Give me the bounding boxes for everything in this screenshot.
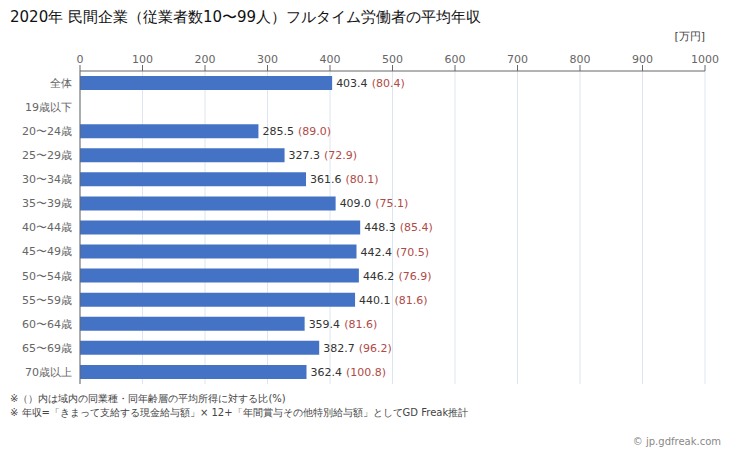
svg-text:285.5(89.0): 285.5(89.0) <box>262 125 331 138</box>
svg-text:403.4(80.4): 403.4(80.4) <box>336 77 405 90</box>
svg-text:600: 600 <box>445 53 466 66</box>
svg-text:327.3(72.9): 327.3(72.9) <box>289 149 358 162</box>
svg-text:500: 500 <box>382 53 403 66</box>
svg-text:19歳以下: 19歳以下 <box>25 101 72 114</box>
svg-text:40〜44歳: 40〜44歳 <box>22 221 72 234</box>
svg-text:359.4(81.6): 359.4(81.6) <box>309 317 378 330</box>
svg-text:60〜64歳: 60〜64歳 <box>22 318 72 331</box>
html-text:※（）内は域内の同業種・同年齢層の平均所得に対する比(%): ※（）内は域内の同業種・同年齢層の平均所得に対する比(%) <box>10 393 286 404</box>
svg-text:20〜24歳: 20〜24歳 <box>22 125 72 138</box>
svg-text:382.7(96.2): 382.7(96.2) <box>323 341 392 354</box>
svg-text:300: 300 <box>257 53 278 66</box>
svg-text:200: 200 <box>195 53 216 66</box>
html-text:© jp.gdfreak.com: © jp.gdfreak.com <box>632 436 721 447</box>
html-text:2020年 民間企業（従業者数10〜99人）フルタイム労働者: 2020年 民間企業（従業者数10〜99人）フルタイム労働者の平均年収 <box>10 8 482 26</box>
html-text:[万円]: [万円] <box>674 30 705 43</box>
svg-text:0: 0 <box>77 53 84 66</box>
svg-text:362.4(100.8): 362.4(100.8) <box>311 365 387 378</box>
svg-text:800: 800 <box>570 53 591 66</box>
svg-text:1000: 1000 <box>691 53 719 66</box>
svg-text:361.6(80.1): 361.6(80.1) <box>310 173 379 186</box>
svg-text:55〜59歳: 55〜59歳 <box>22 294 72 307</box>
svg-text:45〜49歳: 45〜49歳 <box>22 245 72 258</box>
svg-text:50〜54歳: 50〜54歳 <box>22 270 72 283</box>
svg-text:25〜29歳: 25〜29歳 <box>22 149 72 162</box>
svg-text:全体: 全体 <box>50 77 72 90</box>
svg-text:700: 700 <box>507 53 528 66</box>
svg-text:30〜34歳: 30〜34歳 <box>22 173 72 186</box>
svg-text:409.0(75.1): 409.0(75.1) <box>340 197 409 210</box>
svg-text:400: 400 <box>320 53 341 66</box>
svg-text:446.2(76.9): 446.2(76.9) <box>363 269 432 282</box>
svg-text:65〜69歳: 65〜69歳 <box>22 342 72 355</box>
svg-text:70歳以上: 70歳以上 <box>25 366 72 379</box>
svg-text:35〜39歳: 35〜39歳 <box>22 197 72 210</box>
svg-text:440.1(81.6): 440.1(81.6) <box>359 293 428 306</box>
svg-text:100: 100 <box>132 53 153 66</box>
svg-text:448.3(85.4): 448.3(85.4) <box>364 221 433 234</box>
svg-text:442.4(70.5): 442.4(70.5) <box>361 245 430 258</box>
html-text:※ 年収=「きまって支給する現金給与額」× 12+「年間賞与: ※ 年収=「きまって支給する現金給与額」× 12+「年間賞与その他特別給与額」と… <box>10 407 469 418</box>
svg-text:900: 900 <box>632 53 653 66</box>
